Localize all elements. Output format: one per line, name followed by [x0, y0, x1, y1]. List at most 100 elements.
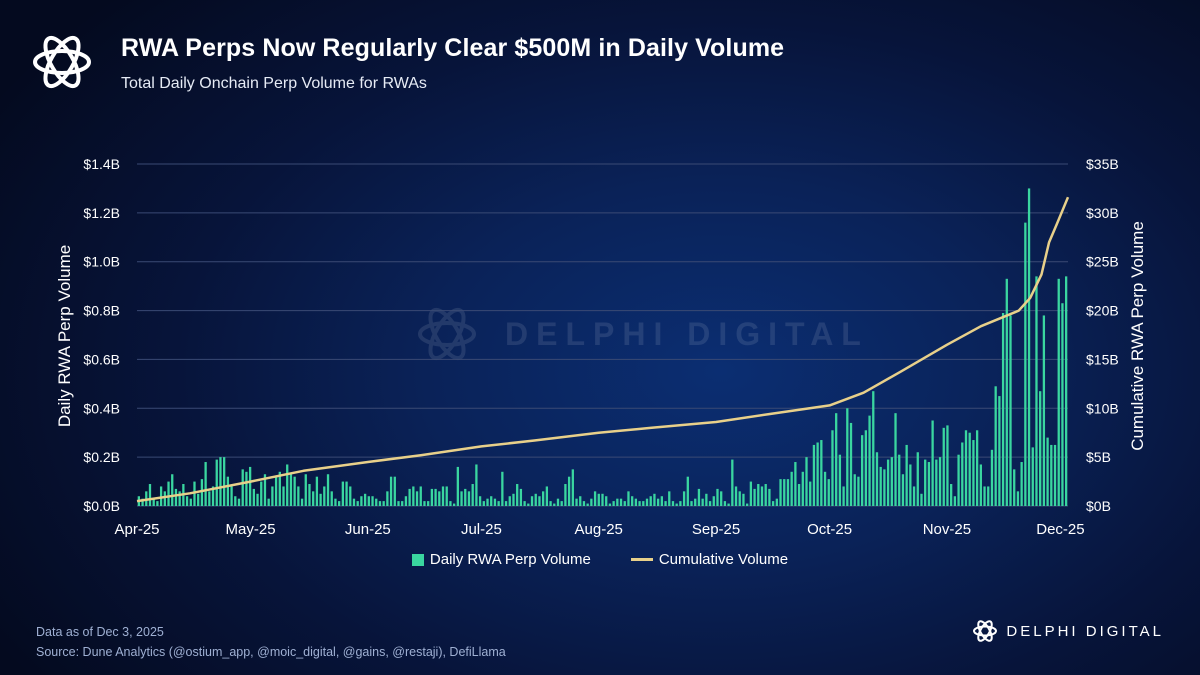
bar [927, 462, 931, 506]
bar [208, 491, 211, 506]
bar [345, 481, 348, 506]
legend: Daily RWA Perp Volume Cumulative Volume [0, 551, 1200, 568]
bar [768, 488, 771, 506]
bar [942, 427, 945, 506]
bar [905, 444, 908, 506]
bar [467, 491, 471, 506]
bar [1016, 491, 1020, 506]
left-axis-ticks: $0.0B $0.2B $0.4B $0.6B $0.8B $1.0B $1.2B $1.4B [83, 156, 120, 514]
bar [312, 491, 315, 506]
bar [975, 430, 979, 506]
bar [957, 454, 960, 506]
bar [452, 503, 456, 506]
bar [352, 498, 356, 506]
bar [883, 469, 886, 506]
bar [252, 488, 255, 506]
bar [282, 486, 285, 506]
bar [597, 493, 600, 506]
bar [771, 501, 775, 506]
bar [564, 484, 567, 506]
bar [378, 501, 382, 506]
bar [330, 491, 333, 506]
bar [875, 452, 879, 506]
bar [356, 501, 359, 506]
bar [823, 471, 827, 506]
bar [1020, 462, 1023, 506]
chart-subtitle: Total Daily Onchain Perp Volume for RWAs [121, 75, 427, 92]
bar [579, 496, 582, 506]
bar [1046, 437, 1049, 506]
bar [534, 493, 537, 506]
x-axis-ticks: Apr-25 May-25 Jun-25 Jul-25 Aug-25 Sep-25 Oct-… [114, 521, 1084, 538]
bar [471, 484, 474, 506]
bar [456, 466, 459, 506]
bar [668, 491, 671, 506]
bar [638, 501, 641, 506]
bar [701, 498, 704, 506]
bar [156, 501, 159, 506]
bar [408, 488, 411, 506]
bar [720, 491, 723, 506]
bar [1053, 444, 1057, 506]
gridlines [137, 163, 1068, 507]
bar [382, 501, 385, 506]
x-tick-label: May-25 [226, 521, 276, 538]
bar [427, 501, 430, 506]
bar [705, 493, 708, 506]
bar [631, 496, 634, 506]
bar [1001, 313, 1005, 506]
bar [990, 449, 994, 506]
x-tick-label: Oct-25 [807, 521, 852, 538]
bar [749, 481, 753, 506]
bar [968, 432, 971, 506]
bar [538, 496, 541, 506]
bar [360, 496, 363, 506]
bar [200, 479, 204, 506]
bar [760, 486, 764, 506]
bar [712, 496, 715, 506]
bar [1061, 303, 1064, 506]
legend-swatch-bar [411, 553, 424, 566]
bar [189, 498, 192, 506]
bar [197, 493, 200, 506]
bar [738, 491, 741, 506]
bar [916, 452, 919, 506]
bar [849, 422, 853, 506]
bar [293, 476, 296, 506]
bar [1039, 391, 1042, 506]
bar [645, 498, 649, 506]
bar [575, 498, 578, 506]
bar [857, 476, 860, 506]
bar [794, 462, 797, 506]
bar [831, 430, 834, 506]
bar [163, 491, 166, 506]
bar [475, 464, 478, 506]
y2-tick-label: $5B [1086, 449, 1111, 465]
legend-item-cumulative: Cumulative Volume [630, 551, 788, 568]
bar [935, 459, 938, 506]
bar [779, 479, 782, 506]
bar [846, 408, 849, 506]
bar [464, 488, 467, 506]
bar [419, 486, 422, 506]
x-tick-label: Sep-25 [692, 521, 740, 538]
bar [256, 493, 259, 506]
bar [1057, 278, 1060, 506]
legend-label-daily: Daily RWA Perp Volume [429, 551, 591, 568]
bar [920, 493, 923, 506]
bar [786, 479, 790, 506]
bar [697, 488, 701, 506]
bar [586, 503, 589, 506]
bar [1050, 444, 1053, 506]
bar [757, 484, 760, 506]
bar [267, 498, 270, 506]
bar [894, 413, 897, 506]
bar [912, 486, 916, 506]
y-tick-label: $1.2B [83, 205, 120, 221]
bar-series [137, 188, 1068, 506]
bar [816, 442, 819, 506]
bar [341, 481, 345, 506]
bar [315, 476, 319, 506]
y-tick-label: $0.8B [83, 303, 120, 319]
bar [493, 498, 497, 506]
